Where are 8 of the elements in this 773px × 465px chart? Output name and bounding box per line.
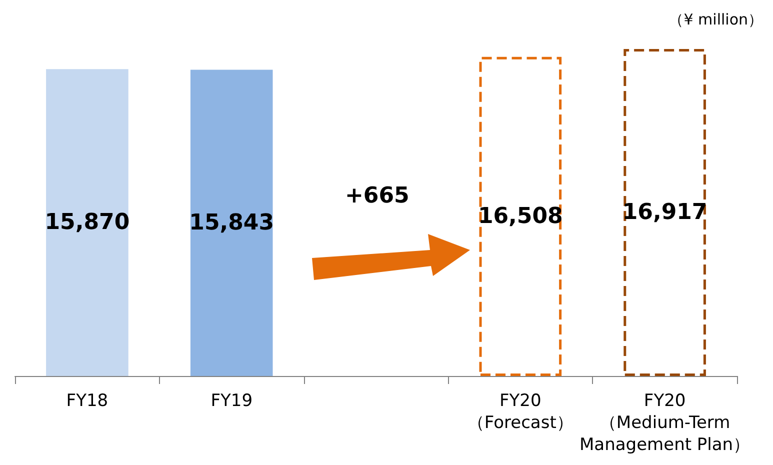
data-label: 15,843 — [189, 210, 274, 236]
data-label: 15,870 — [44, 210, 130, 236]
text: （¥ million） — [668, 10, 764, 28]
x-tick-label: FY18 — [66, 391, 108, 411]
x-tick-label: FY19 — [210, 391, 252, 411]
x-tick-label: FY20 （Medium-Term Management Plan） — [580, 391, 750, 455]
annotation: +665 — [345, 184, 410, 208]
x-tick-label: FY20 （Forecast） — [467, 391, 574, 433]
